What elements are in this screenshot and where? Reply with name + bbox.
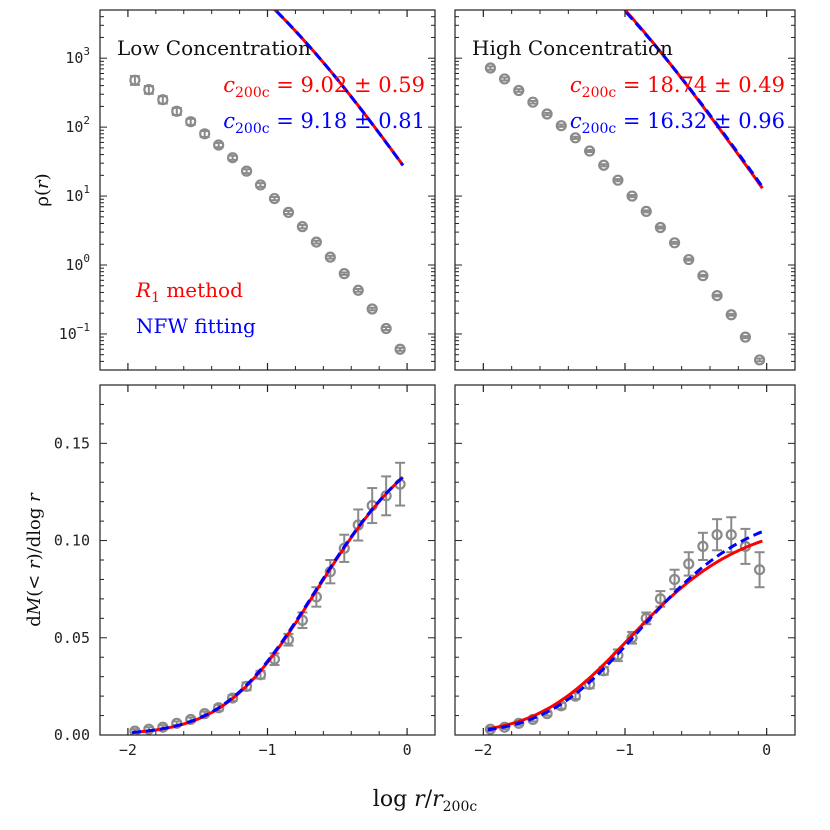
panels: 10−1 100 101 102 103 ρ(r) Low Concentration c20… — [24, 9, 796, 759]
data-point — [697, 531, 709, 561]
panel-frame — [99, 384, 436, 736]
r1-method-curve — [487, 539, 763, 731]
data-point — [583, 145, 596, 157]
panel-bottom-left: −2 −1 0 0.00 0.05 0.10 0.15 dM(< r)/dlog r — [24, 384, 436, 759]
data-point — [513, 84, 525, 97]
y-axis-label: dM(< r)/dlog r — [24, 492, 45, 627]
data-point — [282, 206, 295, 218]
x-tick-label: −2 — [119, 741, 137, 759]
x-tick-label: 0 — [403, 741, 412, 759]
data-point — [296, 221, 308, 233]
data-point — [394, 343, 406, 355]
nfw-fit-curve — [622, 10, 764, 188]
plot-area — [129, 10, 406, 355]
x-tick-label: −1 — [258, 741, 276, 759]
data-point — [598, 159, 610, 171]
data-point — [753, 551, 766, 589]
data-point — [753, 354, 766, 366]
y-axis-label: ρ(r) — [32, 173, 53, 206]
y-tick-label: 10−1 — [59, 321, 90, 343]
panel-top-left: 10−1 100 101 102 103 ρ(r) Low Concentration c20… — [32, 9, 436, 371]
y-tick-label: 100 — [65, 252, 90, 274]
concentration-annotation: c200c = 16.32 ± 0.96 — [570, 109, 785, 137]
data-point — [711, 290, 723, 302]
data-point — [268, 192, 281, 205]
data-point — [254, 179, 267, 191]
y-tick-label: 0.15 — [54, 434, 90, 452]
concentration-annotation: c200c = 9.18 ± 0.81 — [223, 109, 425, 137]
panel-frame — [454, 9, 796, 371]
data-point — [739, 331, 752, 343]
plot-area — [129, 461, 406, 735]
data-point — [697, 270, 709, 282]
data-point — [199, 128, 211, 140]
data-point — [498, 73, 511, 85]
data-point — [541, 108, 553, 120]
data-point — [352, 284, 364, 296]
r1-method-curve — [131, 476, 404, 734]
y-tick-label: 102 — [65, 114, 90, 136]
data-point — [654, 221, 667, 234]
legend-entry: R1 method — [135, 278, 243, 306]
x-tick-label: −1 — [616, 741, 634, 759]
data-point — [157, 94, 169, 106]
data-point — [612, 174, 624, 186]
y-tick-label: 101 — [65, 183, 90, 205]
data-point — [171, 105, 183, 117]
data-point — [240, 165, 253, 177]
y-tick-label: 0.10 — [54, 532, 90, 550]
data-point — [668, 568, 681, 591]
data-point — [227, 152, 239, 164]
data-point — [324, 251, 336, 263]
x-tick-label: 0 — [762, 741, 771, 759]
plot-area — [484, 516, 766, 735]
data-point — [569, 132, 582, 144]
data-point — [725, 309, 737, 321]
y-tick-label: 0.05 — [54, 629, 90, 647]
r1-method-curve — [272, 10, 405, 167]
x-tick-label: −2 — [474, 741, 492, 759]
data-point — [129, 74, 141, 86]
data-point — [640, 205, 652, 217]
data-point — [185, 116, 197, 128]
concentration-annotation: c200c = 9.02 ± 0.59 — [223, 73, 425, 101]
data-point — [626, 190, 638, 202]
concentration-annotation: c200c = 18.74 ± 0.49 — [570, 73, 785, 101]
nfw-fit-curve — [487, 530, 763, 732]
data-point — [484, 62, 497, 74]
data-point — [711, 518, 723, 552]
panel-bottom-right: −2 −1 0 — [454, 384, 796, 759]
legend-entry: NFW fitting — [136, 314, 256, 338]
data-point — [683, 253, 695, 266]
x-axis-label: log r/r200c — [373, 787, 478, 815]
panel-title: High Concentration — [472, 36, 673, 60]
data-point — [143, 84, 155, 96]
data-point — [213, 139, 225, 151]
data-point — [555, 120, 567, 132]
panel-title: Low Concentration — [117, 36, 311, 60]
data-point — [338, 268, 350, 280]
data-point — [527, 96, 539, 108]
nfw-fit-curve — [131, 475, 404, 734]
y-tick-label: 0.00 — [54, 726, 90, 744]
data-point — [683, 551, 695, 577]
panel-top-right: High Concentration c200c = 18.74 ± 0.49 c2… — [454, 9, 796, 371]
data-point — [366, 303, 378, 315]
y-tick-label: 103 — [65, 45, 90, 67]
plot-area — [484, 10, 766, 366]
panel-frame — [454, 384, 796, 736]
data-point — [380, 322, 392, 335]
data-point — [310, 236, 322, 248]
data-point — [668, 237, 681, 249]
